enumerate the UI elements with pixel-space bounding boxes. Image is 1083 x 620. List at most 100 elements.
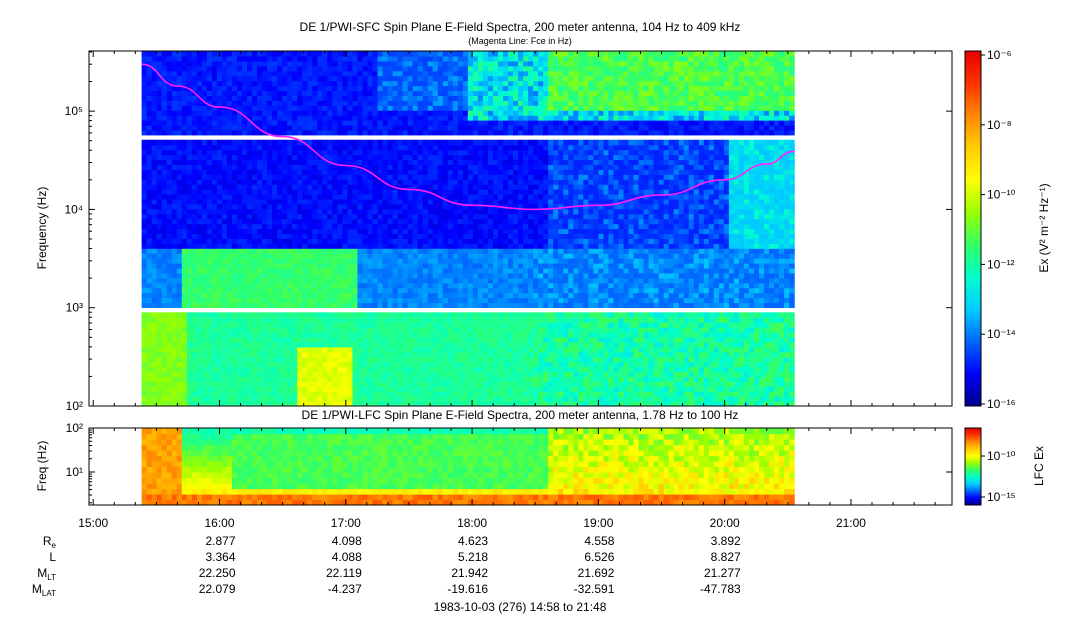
sfc-spectrogram-cell	[382, 351, 389, 358]
sfc-spectrogram-cell	[367, 154, 374, 161]
sfc-spectrogram-cell	[417, 258, 424, 264]
sfc-spectrogram-cell	[437, 391, 444, 397]
sfc-spectrogram-cell	[181, 371, 188, 378]
sfc-spectrogram-cell	[357, 287, 364, 294]
sfc-spectrogram-cell	[307, 139, 313, 146]
sfc-spectrogram-cell	[372, 95, 379, 101]
sfc-spectrogram-cell	[452, 223, 459, 230]
sfc-spectrogram-cell	[487, 253, 494, 259]
sfc-spectrogram-cell	[171, 203, 178, 210]
sfc-spectrogram-cell	[221, 287, 228, 294]
sfc-spectrogram-cell	[171, 238, 178, 244]
sfc-spectrogram-cell	[312, 213, 318, 220]
sfc-spectrogram-cell	[151, 203, 158, 210]
sfc-spectrogram-cell	[442, 164, 449, 170]
sfc-spectrogram-cell	[267, 70, 273, 77]
sfc-spectrogram-cell	[211, 312, 218, 318]
sfc-spectrogram-cell	[292, 174, 298, 180]
sfc-spectrogram-cell	[472, 208, 479, 215]
sfc-spectrogram-cell	[247, 85, 253, 92]
sfc-spectrogram-cell	[322, 100, 328, 106]
sfc-spectrogram-cell	[402, 341, 409, 348]
sfc-spectrogram-cell	[206, 401, 213, 406]
sfc-spectrogram-cell	[156, 90, 163, 96]
sfc-spectrogram-cell	[141, 356, 148, 363]
sfc-spectrogram-cell	[462, 164, 469, 170]
sfc-spectrogram-cell	[312, 85, 318, 92]
sfc-spectrogram-cell	[402, 124, 409, 131]
sfc-spectrogram-cell	[226, 189, 233, 195]
sfc-spectrogram-cell	[437, 371, 444, 378]
sfc-spectrogram-cell	[287, 243, 293, 249]
sfc-spectrogram-cell	[442, 341, 449, 348]
sfc-spectrogram-cell	[252, 302, 258, 308]
sfc-spectrogram-cell	[457, 292, 464, 299]
sfc-spectrogram-cell	[302, 65, 308, 72]
sfc-spectrogram-cell	[437, 381, 444, 387]
sfc-spectrogram-cell	[382, 139, 389, 146]
sfc-spectrogram-cell	[141, 184, 148, 190]
sfc-spectrogram-cell	[372, 332, 379, 338]
sfc-spectrogram-cell	[141, 159, 148, 165]
sfc-spectrogram-cell	[267, 396, 273, 402]
sfc-spectrogram-cell	[382, 277, 389, 284]
sfc-spectrogram-cell	[176, 302, 183, 308]
sfc-spectrogram-cell	[317, 144, 323, 151]
sfc-spectrogram-cell	[231, 332, 238, 338]
sfc-spectrogram-cell	[267, 51, 273, 57]
sfc-spectrogram-cell	[337, 80, 343, 87]
sfc-spectrogram-cell	[191, 100, 198, 106]
sfc-spectrogram-cell	[352, 208, 359, 215]
sfc-spectrogram-cell	[141, 55, 148, 62]
sfc-spectrogram-cell	[322, 238, 328, 244]
sfc-spectrogram-cell	[191, 302, 198, 308]
sfc-spectrogram-cell	[427, 70, 434, 77]
sfc-spectrogram-cell	[457, 174, 464, 180]
sfc-spectrogram-cell	[297, 312, 303, 318]
sfc-spectrogram-cell	[257, 302, 263, 308]
sfc-spectrogram-cell	[407, 208, 414, 215]
sfc-spectrogram-cell	[462, 154, 469, 161]
sfc-spectrogram-cell	[252, 80, 258, 87]
sfc-spectrogram-cell	[417, 351, 424, 358]
sfc-spectrogram-cell	[452, 120, 459, 126]
sfc-spectrogram-cell	[236, 238, 243, 244]
sfc-spectrogram-cell	[312, 129, 318, 136]
sfc-spectrogram-cell	[166, 154, 173, 161]
sfc-spectrogram-cell	[242, 376, 248, 382]
sfc-spectrogram-cell	[176, 223, 183, 230]
sfc-spectrogram-cell	[427, 396, 434, 402]
sfc-spectrogram-cell	[452, 302, 459, 308]
sfc-spectrogram-cell	[417, 203, 424, 210]
sfc-spectrogram-cell	[392, 248, 399, 254]
sfc-spectrogram-cell	[282, 396, 288, 402]
sfc-spectrogram-cell	[482, 75, 489, 82]
sfc-spectrogram-cell	[387, 60, 394, 67]
sfc-spectrogram-cell	[252, 297, 258, 304]
sfc-spectrogram-cell	[422, 292, 429, 299]
sfc-spectrogram-cell	[216, 213, 223, 220]
sfc-spectrogram-cell	[332, 396, 338, 402]
sfc-spectrogram-cell	[312, 287, 318, 294]
sfc-spectrogram-cell	[427, 51, 434, 57]
sfc-spectrogram-cell	[472, 366, 479, 373]
sfc-spectrogram-cell	[382, 381, 389, 387]
sfc-spectrogram-cell	[176, 336, 183, 343]
sfc-spectrogram-cell	[176, 366, 183, 373]
sfc-spectrogram-cell	[432, 51, 439, 57]
sfc-spectrogram-cell	[186, 51, 193, 57]
sfc-spectrogram-cell	[186, 144, 193, 151]
sfc-spectrogram-cell	[422, 179, 429, 185]
sfc-spectrogram-cell	[337, 391, 343, 397]
sfc-spectrogram-cell	[191, 322, 198, 328]
sfc-spectrogram-cell	[307, 327, 313, 333]
sfc-spectrogram-cell	[277, 263, 283, 269]
sfc-spectrogram-cell	[171, 95, 178, 101]
sfc-spectrogram-cell	[277, 292, 283, 299]
sfc-spectrogram-cell	[342, 243, 349, 249]
sfc-spectrogram-cell	[482, 124, 489, 131]
sfc-spectrogram-cell	[307, 169, 313, 175]
sfc-spectrogram-cell	[282, 124, 288, 131]
sfc-spectrogram-cell	[176, 228, 183, 235]
sfc-spectrogram-cell	[357, 149, 364, 156]
